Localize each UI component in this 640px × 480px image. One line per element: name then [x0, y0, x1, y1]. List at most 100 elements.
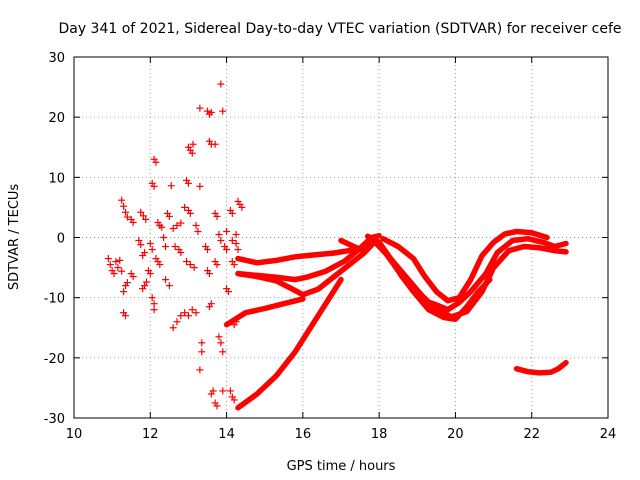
- y-tick-label: 0: [57, 232, 65, 247]
- series-track-c: [235, 232, 382, 283]
- plus-marker: [189, 140, 197, 148]
- plus-marker: [121, 312, 129, 320]
- plus-marker: [141, 249, 149, 257]
- plus-marker: [121, 208, 129, 216]
- plus-marker: [167, 182, 175, 190]
- plus-marker: [213, 212, 221, 220]
- plus-marker: [228, 209, 236, 217]
- series-track-i: [380, 228, 550, 304]
- x-tick-label: 16: [295, 427, 312, 442]
- plus-marker: [192, 309, 200, 317]
- plus-marker: [215, 333, 223, 341]
- plus-marker: [217, 237, 225, 245]
- x-tick-label: 20: [447, 427, 464, 442]
- plus-marker: [137, 241, 145, 249]
- tick-labels: 10 12 14 16 18 20 22 24 -30 -20 -10 0 10 20 30: [44, 51, 617, 442]
- plus-marker: [186, 261, 194, 269]
- plus-marker: [238, 203, 246, 211]
- plus-marker: [177, 312, 185, 320]
- plus-marker: [211, 140, 219, 148]
- y-tick-label: 20: [48, 111, 65, 126]
- plus-marker: [230, 261, 238, 269]
- plus-marker: [158, 223, 166, 231]
- plus-marker: [232, 240, 240, 248]
- plus-marker: [150, 182, 158, 190]
- y-tick-label: 10: [48, 171, 65, 186]
- plus-marker: [123, 213, 131, 221]
- plus-marker: [228, 237, 236, 245]
- plus-marker: [219, 387, 227, 395]
- plus-marker: [213, 261, 221, 269]
- plus-marker: [171, 243, 179, 251]
- plus-marker: [142, 278, 150, 286]
- series-track-h: [368, 236, 493, 323]
- plus-marker: [118, 267, 126, 275]
- plus-marker: [173, 318, 181, 326]
- series-track-d: [223, 296, 306, 328]
- plus-marker: [139, 212, 147, 220]
- x-tick-label: 12: [142, 427, 159, 442]
- plus-marker: [219, 107, 227, 115]
- plus-marker: [165, 212, 173, 220]
- plus-marker: [226, 387, 234, 395]
- chart-title: Day 341 of 2021, Sidereal Day-to-day VTE…: [58, 21, 621, 37]
- plus-marker: [120, 288, 128, 296]
- plus-marker: [142, 215, 150, 223]
- plus-marker: [198, 348, 206, 356]
- plus-marker: [205, 270, 213, 278]
- plus-marker: [188, 149, 196, 157]
- plus-marker: [135, 237, 143, 245]
- y-axis-label: SDTVAR / TECUs: [7, 184, 22, 291]
- plus-marker: [152, 158, 160, 166]
- y-tick-label: -30: [44, 412, 65, 427]
- plus-marker: [181, 203, 189, 211]
- plus-marker: [207, 108, 215, 116]
- plus-marker: [207, 300, 215, 308]
- plus-marker: [217, 339, 225, 347]
- plus-marker: [104, 255, 112, 263]
- plus-marker: [129, 218, 137, 226]
- plus-marker: [169, 224, 177, 232]
- plus-marker: [118, 196, 126, 204]
- plus-marker: [120, 202, 128, 210]
- y-tick-label: -10: [44, 292, 65, 307]
- plus-marker: [223, 227, 231, 235]
- plus-marker: [150, 300, 158, 308]
- plus-marker: [215, 230, 223, 238]
- plus-marker: [234, 246, 242, 254]
- plus-marker: [162, 276, 170, 284]
- plus-marker: [160, 234, 168, 241]
- x-tick-label: 10: [66, 427, 83, 442]
- plus-marker: [106, 261, 114, 269]
- plus-marker: [209, 387, 217, 395]
- x-tick-label: 24: [600, 427, 617, 442]
- plus-marker: [213, 402, 221, 410]
- scatter-markers: [104, 80, 246, 410]
- plus-marker: [169, 324, 177, 332]
- series-track-j: [513, 359, 569, 376]
- plus-marker: [110, 270, 118, 278]
- plus-marker: [129, 273, 137, 281]
- plus-marker: [217, 80, 225, 88]
- data-tracks: [223, 228, 569, 411]
- plus-marker: [184, 179, 192, 187]
- plus-marker: [150, 306, 158, 314]
- series-track-e: [235, 276, 344, 411]
- plus-marker: [186, 209, 194, 217]
- plus-marker: [146, 240, 154, 248]
- plus-marker: [232, 230, 240, 238]
- x-tick-label: 18: [371, 427, 388, 442]
- plus-marker: [188, 306, 196, 314]
- plus-marker: [230, 396, 238, 404]
- plus-marker: [192, 221, 200, 229]
- plus-marker: [123, 279, 131, 287]
- plus-marker: [183, 258, 191, 266]
- plus-marker: [137, 208, 145, 216]
- axis-ticks: [73, 56, 609, 419]
- plus-marker: [141, 282, 149, 290]
- plus-marker: [223, 246, 231, 254]
- plus-marker: [146, 270, 154, 278]
- plus-marker: [219, 348, 227, 356]
- plus-marker: [165, 282, 173, 290]
